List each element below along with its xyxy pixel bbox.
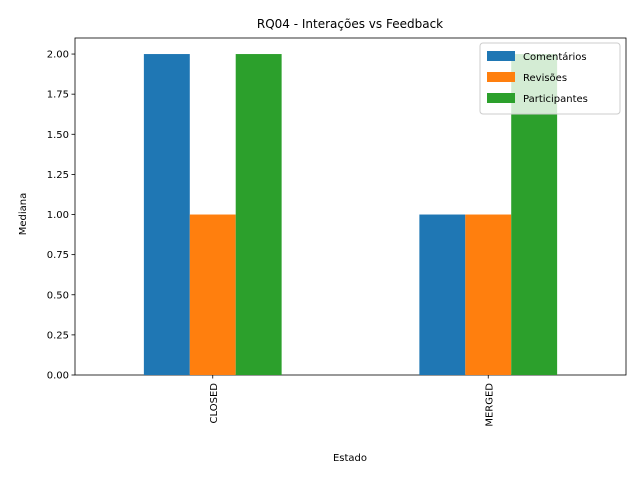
y-tick-label: 0.75 xyxy=(47,250,69,261)
y-tick-label: 0.00 xyxy=(47,371,69,382)
y-tick-label: 1.50 xyxy=(47,130,69,141)
y-tick-label: 1.00 xyxy=(47,210,69,221)
chart-title: RQ04 - Interações vs Feedback xyxy=(257,17,443,31)
y-tick-label: 0.25 xyxy=(47,330,69,341)
legend-label: Revisões xyxy=(523,73,567,84)
x-tick-label: CLOSED xyxy=(209,383,220,424)
bar-merged-0 xyxy=(419,214,466,375)
legend-label: Comentários xyxy=(523,51,587,63)
bar-closed-0 xyxy=(143,54,190,376)
y-tick-label: 2.00 xyxy=(47,50,69,61)
plot-area xyxy=(74,37,627,376)
y-tick-label: 1.75 xyxy=(47,90,69,101)
x-tick-label: MERGED xyxy=(484,383,495,427)
bar-merged-1 xyxy=(465,214,512,375)
y-tick-label: 1.25 xyxy=(47,170,69,181)
legend-swatch xyxy=(487,51,515,61)
bar-closed-1 xyxy=(189,214,236,375)
y-axis-label: Mediana xyxy=(18,193,29,236)
y-tick-label: 0.50 xyxy=(47,290,69,301)
x-axis: CLOSED MERGED xyxy=(209,375,495,427)
y-axis: 0.00 0.25 0.50 0.75 1.00 1.25 1.50 1.75 2.00 xyxy=(47,50,75,382)
legend-label: Participantes xyxy=(523,94,588,105)
plot-frame xyxy=(74,37,627,376)
x-axis-label: Estado xyxy=(333,453,367,464)
bar-closed-2 xyxy=(235,54,282,376)
legend-swatch xyxy=(487,72,515,82)
legend-swatch xyxy=(487,93,515,103)
legend: Comentários Revisões Participantes xyxy=(479,42,621,115)
